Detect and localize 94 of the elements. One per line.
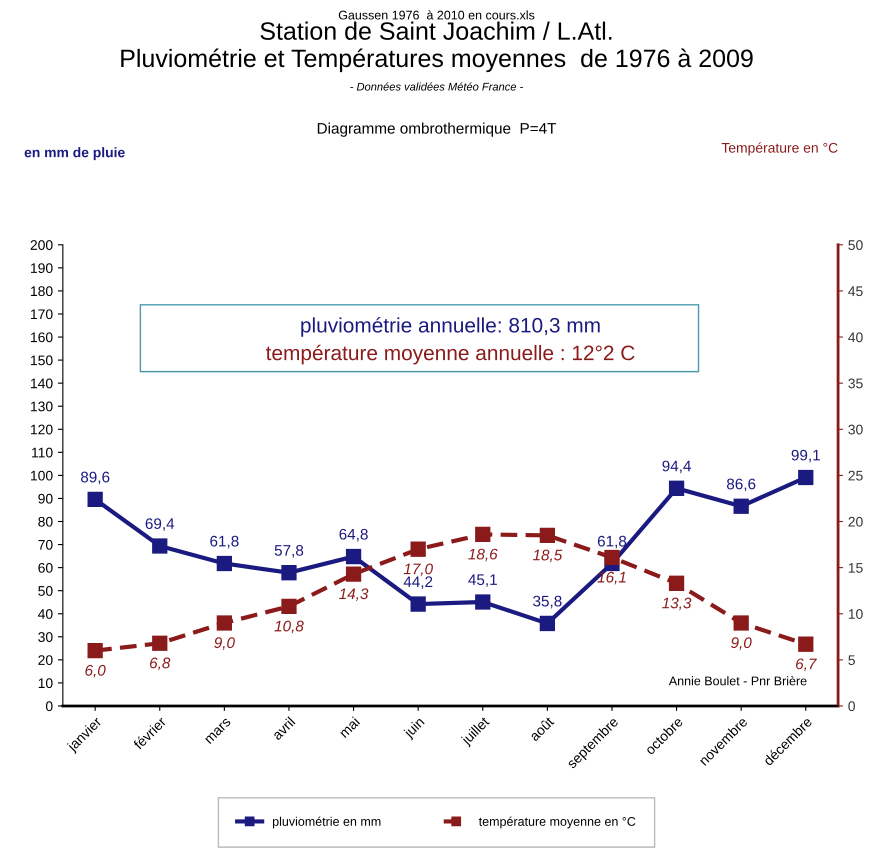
x-tick-label: mai (338, 716, 360, 738)
y-tick-label: 20 (38, 655, 53, 666)
data-label: 6,8 (150, 658, 170, 670)
point (88, 643, 103, 658)
point (346, 566, 362, 582)
point (475, 594, 490, 610)
y-tick-label: 100 (31, 470, 53, 481)
y2-tick-label: 5 (848, 655, 855, 666)
y-tick-label: 110 (32, 448, 53, 458)
point (798, 636, 814, 652)
x-tick-label: juin (402, 716, 427, 740)
y-tick-label: 120 (31, 424, 53, 434)
y2-tick-label: 20 (848, 516, 863, 527)
y-tick-label: 90 (38, 494, 53, 504)
y-tick-label: 60 (38, 562, 53, 573)
y2-tick-label: 40 (848, 332, 863, 342)
point (475, 526, 490, 542)
data-label: 99,1 (792, 450, 820, 462)
y-tick-label: 180 (31, 286, 53, 296)
annotation: température moyenne annuelle : 12°2 C (266, 344, 635, 364)
data-label: 14,3 (339, 588, 368, 601)
point (604, 550, 620, 566)
text: Gaussen 1976 à 2010 en cours.xls (338, 10, 534, 20)
data-label: 61,8 (210, 536, 239, 548)
text: Température en °C (722, 142, 838, 156)
data-label: 13,3 (662, 598, 692, 610)
chart-title: Station de Saint Joachim / L.Atl. Pluviométrie et Températures moyennes de 1976 à 2009 (121, 22, 753, 72)
y-tick-label: 160 (31, 332, 53, 342)
data-label: 44,2 (404, 576, 432, 589)
text: en mm de pluie (24, 147, 125, 160)
point (216, 556, 232, 572)
point (668, 480, 684, 496)
y2-tick-label: 10 (848, 609, 863, 619)
point (734, 498, 749, 514)
y2-tick-label: 30 (848, 424, 863, 434)
y2-tick-label: 0 (848, 701, 855, 712)
point (152, 636, 168, 651)
data-label: 10,8 (274, 620, 304, 634)
point (410, 596, 426, 612)
y-tick-label: 130 (31, 402, 53, 412)
y-tick-label: 0 (46, 701, 53, 712)
y-tick-label: 70 (38, 540, 53, 550)
legend-label: pluviométrie en mm (272, 816, 380, 828)
y-tick-label: 200 (30, 240, 53, 250)
point (281, 565, 297, 580)
chart-subtitle: - Données validées Météo France - (350, 82, 524, 91)
data-label: 17,0 (404, 563, 433, 576)
data-label: 18,5 (532, 550, 562, 562)
point (734, 615, 749, 631)
y2-tick-label: 25 (848, 470, 863, 481)
data-label: 45,1 (468, 574, 497, 587)
data-label: 6,7 (796, 658, 817, 672)
y2-tick-label: 35 (848, 378, 863, 388)
data-label: 16,1 (598, 572, 626, 584)
point (346, 548, 362, 564)
data-label: 89,6 (80, 472, 110, 484)
annotation: pluviométrie annuelle: 810,3 mm (301, 317, 600, 337)
y-tick-label: 40 (38, 609, 53, 619)
y-tick-label: 10 (38, 678, 53, 688)
data-label: 18,6 (468, 548, 498, 562)
y-tick-label: 150 (31, 355, 53, 366)
text: Diagramme ombrothermique P=4T (318, 122, 556, 137)
data-label: 86,6 (726, 478, 756, 492)
data-label: 6,0 (85, 664, 106, 678)
point (281, 598, 297, 614)
y-tick-label: 50 (38, 586, 53, 596)
point (668, 576, 684, 591)
annotation: Annie Boulet - Pnr Brière (668, 676, 807, 686)
data-label: 57,8 (274, 544, 304, 558)
legend-label: température moyenne en °C (478, 816, 636, 828)
data-label: 94,4 (662, 460, 691, 474)
data-label: 64,8 (339, 528, 368, 542)
y-tick-label: 80 (38, 516, 53, 527)
point (152, 538, 168, 554)
y-tick-label: 190 (31, 263, 53, 274)
point (410, 542, 426, 557)
y2-tick-label: 50 (848, 240, 863, 250)
point (540, 616, 556, 632)
y-tick-label: 140 (31, 378, 53, 388)
y-tick-label: 170 (31, 309, 53, 320)
point (216, 615, 232, 631)
x-tick-label: avril (271, 716, 296, 741)
y2-tick-label: 45 (848, 286, 863, 296)
data-label: 61,8 (598, 536, 626, 548)
point (798, 470, 814, 486)
point (540, 528, 556, 543)
x-tick-label: août (528, 716, 555, 742)
data-label: 69,4 (146, 518, 174, 531)
data-label: 9,0 (731, 637, 752, 650)
y2-tick-label: 15 (848, 563, 863, 573)
y-tick-label: 30 (38, 632, 53, 642)
data-label: 35,8 (533, 596, 562, 608)
point (88, 492, 103, 508)
data-label: 9,0 (214, 637, 235, 650)
